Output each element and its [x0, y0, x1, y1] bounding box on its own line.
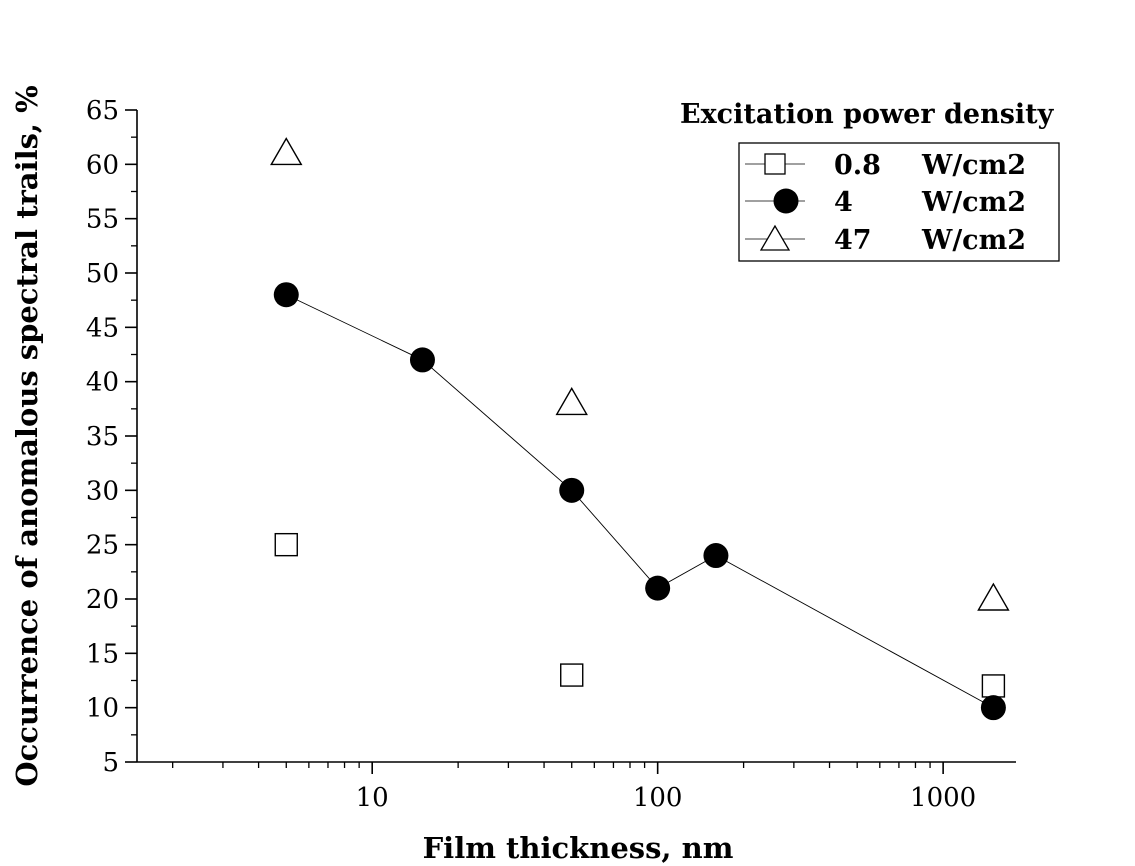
y-tick-label: 45: [86, 313, 119, 343]
data-point-circle: [703, 543, 729, 569]
y-axis-title: Occurrence of anomalous spectral trails,…: [10, 85, 44, 786]
y-tick-label: 35: [86, 422, 119, 452]
y-tick-label: 65: [86, 96, 119, 126]
legend-unit-1: W/cm2: [921, 187, 1026, 218]
y-tick-label: 25: [86, 531, 119, 561]
y-tick-label: 5: [102, 748, 119, 778]
y-axis-ticks: 5 10 15 20 25 30 35 40 45 50 55 60 65: [86, 96, 137, 778]
data-point-triangle: [270, 137, 303, 166]
series-2: [270, 137, 1010, 611]
y-tick-label: 50: [86, 259, 119, 289]
legend-unit-2: W/cm2: [921, 225, 1026, 256]
legend-value-0: 0.8: [834, 150, 881, 181]
legend: Excitation power density 0.8 W/cm2 4 W/c…: [680, 99, 1060, 262]
y-tick-label: 60: [86, 150, 119, 180]
x-tick-label: 1000: [910, 783, 976, 813]
legend-marker-triangle: [759, 224, 791, 251]
legend-box: [738, 142, 1060, 262]
data-point-circle: [559, 477, 585, 503]
series-line: [286, 294, 994, 709]
x-axis-title: Film thickness, nm: [423, 831, 734, 865]
series-layer: [270, 137, 1010, 721]
legend-unit-0: W/cm2: [921, 150, 1026, 181]
legend-entry-1: 4 W/cm2: [745, 187, 1026, 218]
data-point-circle: [645, 575, 671, 601]
x-tick-label: 100: [633, 783, 683, 813]
legend-marker-circle: [773, 188, 799, 214]
y-tick-label: 30: [86, 476, 119, 506]
y-tick-label: 10: [86, 694, 119, 724]
legend-title: Excitation power density: [680, 99, 1055, 130]
data-point-triangle: [977, 582, 1010, 611]
series-1: [273, 282, 1006, 721]
legend-value-2: 47: [834, 225, 872, 256]
data-point-square: [560, 663, 584, 687]
y-tick-label: 40: [86, 368, 119, 398]
data-point-circle: [409, 347, 435, 373]
data-point-triangle: [555, 386, 588, 416]
y-tick-label: 55: [86, 205, 119, 235]
legend-marker-square: [764, 153, 786, 175]
legend-value-1: 4: [834, 187, 853, 218]
x-tick-label: 10: [356, 783, 389, 813]
legend-entry-0: 0.8 W/cm2: [745, 150, 1026, 181]
y-tick-label: 20: [86, 585, 119, 615]
data-point-square: [274, 532, 298, 557]
data-point-square: [981, 674, 1006, 698]
data-point-circle: [273, 282, 299, 308]
series-0: [274, 532, 1006, 698]
data-point-circle: [980, 695, 1006, 721]
x-axis-ticks: 10 100 1000: [172, 762, 976, 813]
y-tick-label: 15: [86, 639, 119, 669]
legend-entry-2: 47 W/cm2: [745, 224, 1026, 256]
